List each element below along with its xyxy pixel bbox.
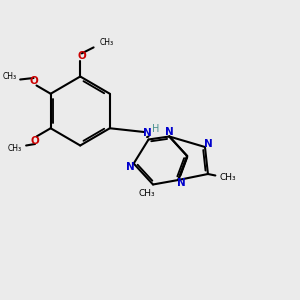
Text: N: N: [204, 139, 212, 149]
Text: CH₃: CH₃: [100, 38, 114, 47]
Text: O: O: [31, 136, 39, 146]
Text: H: H: [152, 124, 159, 134]
Text: O: O: [77, 51, 86, 62]
Text: N: N: [177, 178, 186, 188]
Text: CH₃: CH₃: [220, 172, 236, 182]
Text: O: O: [29, 76, 38, 86]
Text: N: N: [126, 161, 135, 172]
Text: CH₃: CH₃: [139, 189, 155, 198]
Text: N: N: [165, 127, 174, 137]
Text: CH₃: CH₃: [3, 72, 17, 81]
Text: N: N: [143, 128, 152, 139]
Text: CH₃: CH₃: [8, 144, 22, 153]
